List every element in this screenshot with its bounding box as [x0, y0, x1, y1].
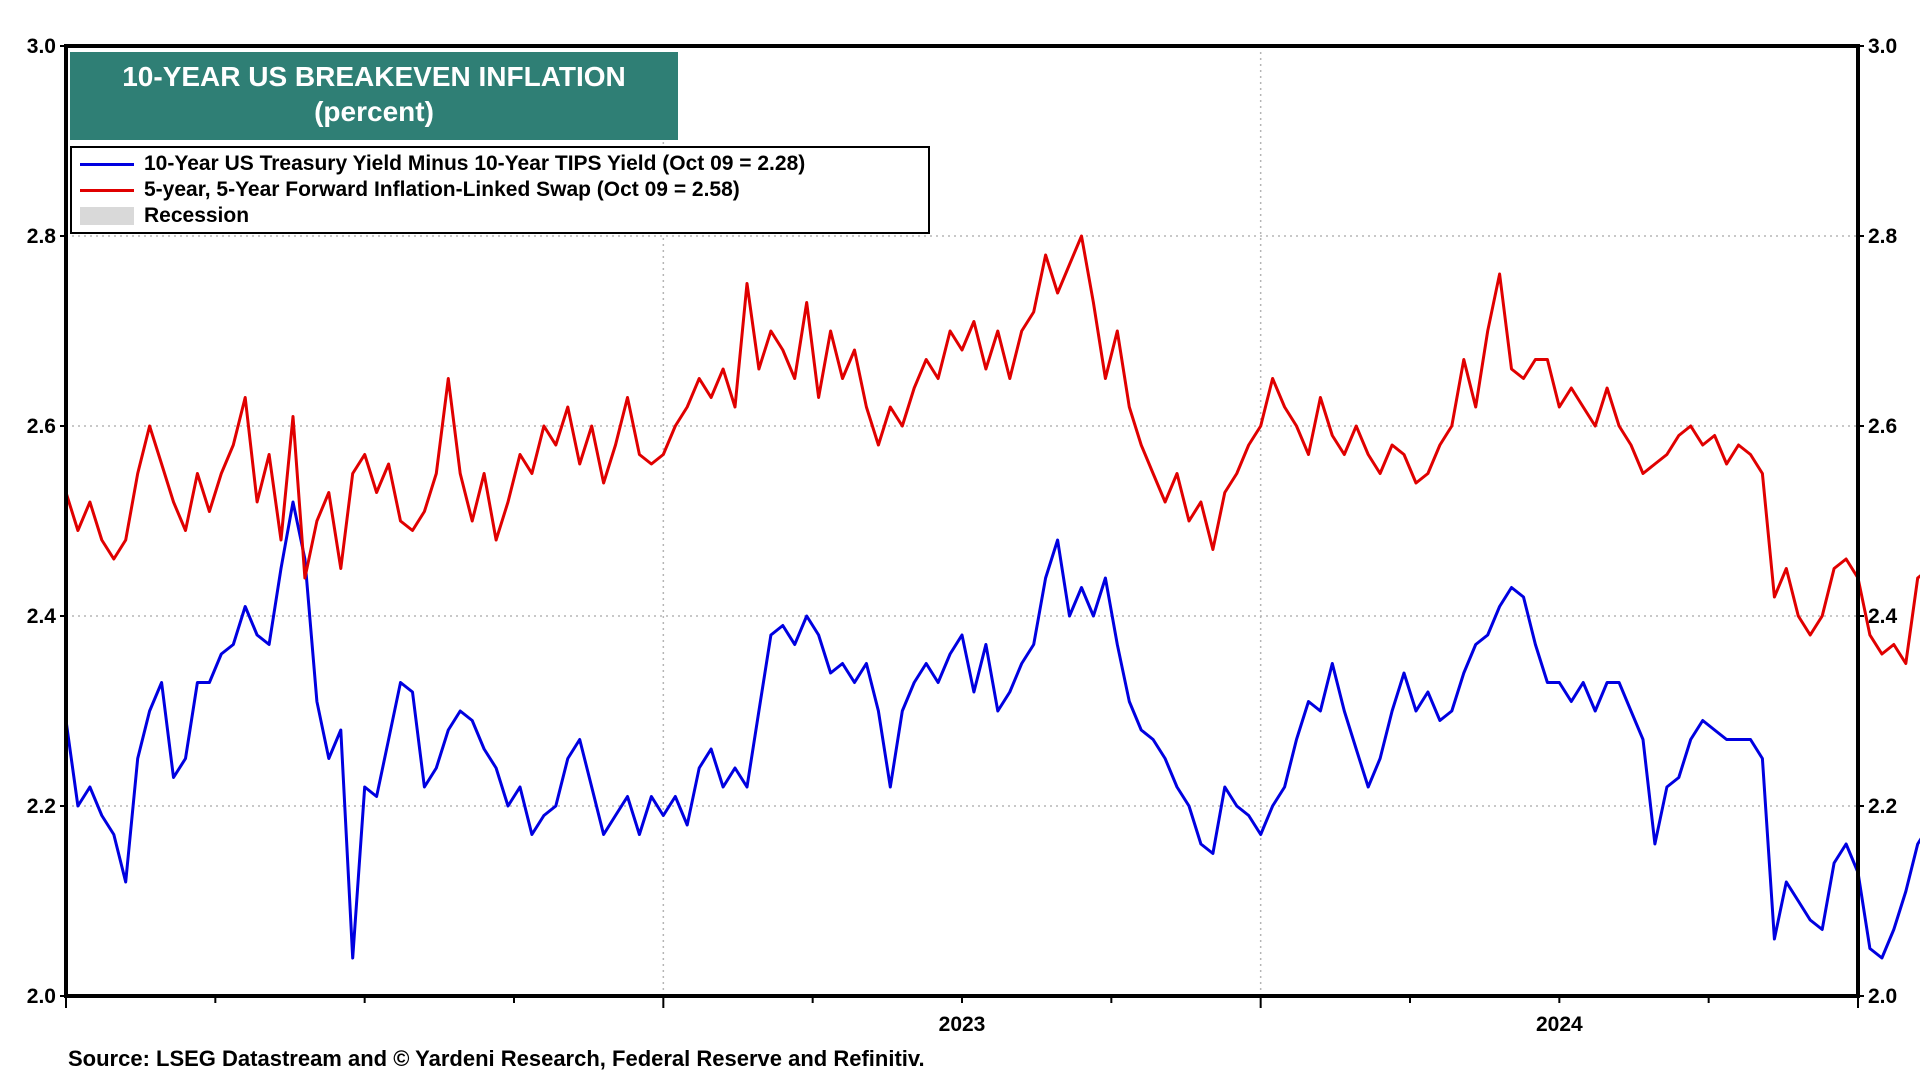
y-tick-label: 2.0 [27, 985, 56, 1008]
y-tick-label: 2.0 [1868, 985, 1897, 1008]
series-lines [64, 234, 1920, 960]
series-line-breakeven [64, 500, 1920, 960]
source-note: Source: LSEG Datastream and © Yardeni Re… [68, 1046, 925, 1071]
legend-label: Recession [144, 204, 250, 227]
y-tick-label: 2.8 [1868, 225, 1898, 248]
y-tick-label: 3.0 [1868, 35, 1897, 58]
legend-swatch-red [80, 189, 134, 192]
series-line-swap [64, 234, 1920, 665]
y-tick-label: 2.6 [1868, 415, 1897, 438]
grid-lines [66, 46, 1858, 996]
y-axis-right: 2.0 2.2 2.4 2.6 2.8 3.0 [1858, 35, 1898, 1008]
legend-swatch-recession [80, 207, 134, 225]
y-tick-label: 3.0 [27, 35, 56, 58]
y-axis-left: 2.0 2.2 2.4 2.6 2.8 3.0 [27, 35, 66, 1008]
y-tick-label: 2.2 [27, 795, 56, 818]
chart-subtitle: (percent) [314, 96, 434, 127]
y-tick-label: 2.6 [27, 415, 56, 438]
legend-label: 10-Year US Treasury Yield Minus 10-Year … [144, 152, 806, 175]
y-tick-label: 2.4 [27, 605, 57, 628]
legend: 10-Year US Treasury Yield Minus 10-Year … [70, 146, 930, 234]
y-tick-label: 2.2 [1868, 795, 1897, 818]
legend-swatch-blue [80, 163, 134, 166]
y-tick-label: 2.8 [27, 225, 57, 248]
chart-title-box: 10-YEAR US BREAKEVEN INFLATION (percent) [70, 52, 678, 140]
y-tick-label: 2.4 [1868, 605, 1898, 628]
chart-title: 10-YEAR US BREAKEVEN INFLATION [122, 61, 626, 92]
x-tick-label: 2024 [1536, 1013, 1583, 1036]
x-tick-label: 2023 [939, 1013, 986, 1036]
legend-label: 5-year, 5-Year Forward Inflation-Linked … [144, 178, 740, 201]
x-axis: 2023 2024 [65, 996, 1859, 1036]
